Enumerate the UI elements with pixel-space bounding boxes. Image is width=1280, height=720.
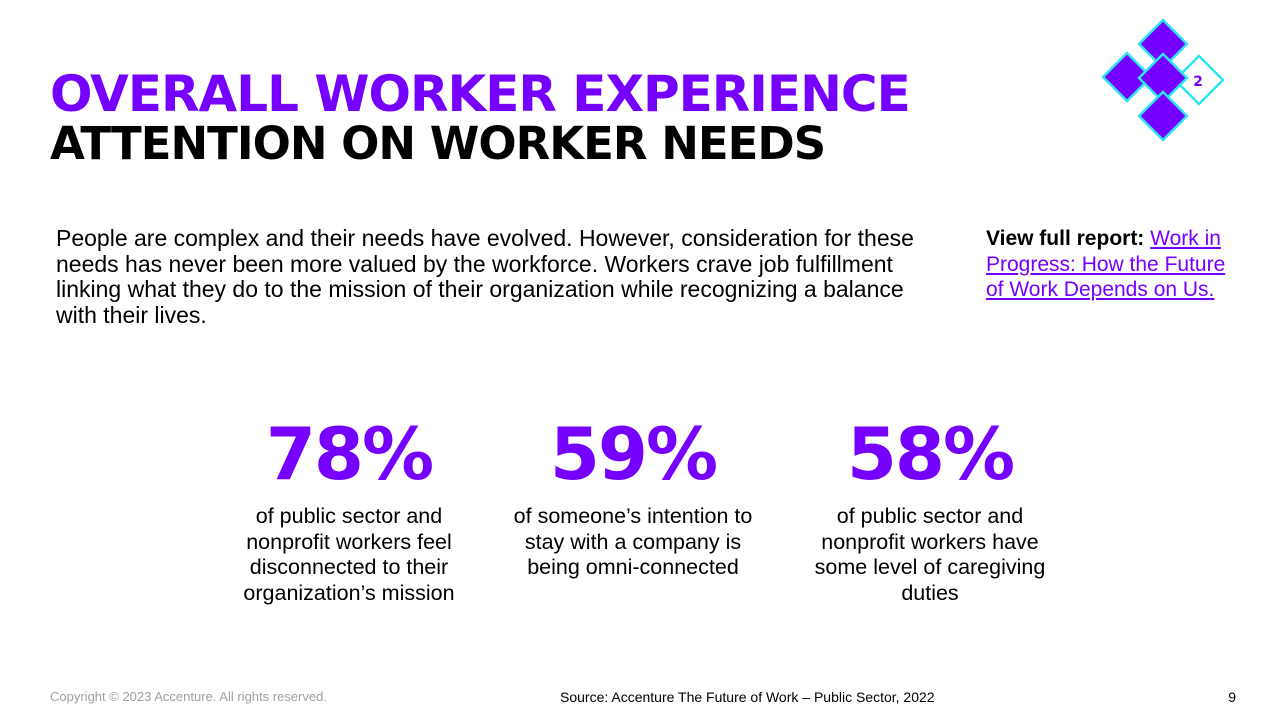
page-number: 9 — [1228, 689, 1236, 705]
stat-value: 59% — [549, 412, 718, 496]
title-line-1: OVERALL WORKER EXPERIENCE — [50, 65, 911, 123]
stat-value: 58% — [846, 412, 1015, 496]
report-callout: View full report: Work in Progress: How … — [986, 226, 1226, 303]
stat-1: 78% of public sector and nonprofit worke… — [204, 414, 494, 606]
stat-description: of someone’s intention to stay with a co… — [513, 504, 753, 579]
title-line-2: ATTENTION ON WORKER NEEDS — [50, 117, 826, 170]
report-label: View full report: — [986, 227, 1145, 250]
stat-description: of public sector and nonprofit workers f… — [243, 504, 455, 605]
stat-value: 78% — [265, 412, 434, 496]
logo-badge: 2 — [1193, 74, 1203, 90]
diamond-logo-icon: 2 — [1095, 12, 1230, 147]
stat-3: 58% of public sector and nonprofit worke… — [785, 414, 1075, 606]
source-note: Source: Accenture The Future of Work – P… — [560, 689, 935, 705]
copyright: Copyright © 2023 Accenture. All rights r… — [50, 689, 327, 704]
report-link[interactable]: Work in Progress: How the Future of Work… — [986, 227, 1226, 301]
stat-description: of public sector and nonprofit workers h… — [814, 504, 1046, 605]
stat-2: 59% of someone’s intention to stay with … — [488, 414, 778, 581]
intro-paragraph: People are complex and their needs have … — [56, 225, 914, 328]
